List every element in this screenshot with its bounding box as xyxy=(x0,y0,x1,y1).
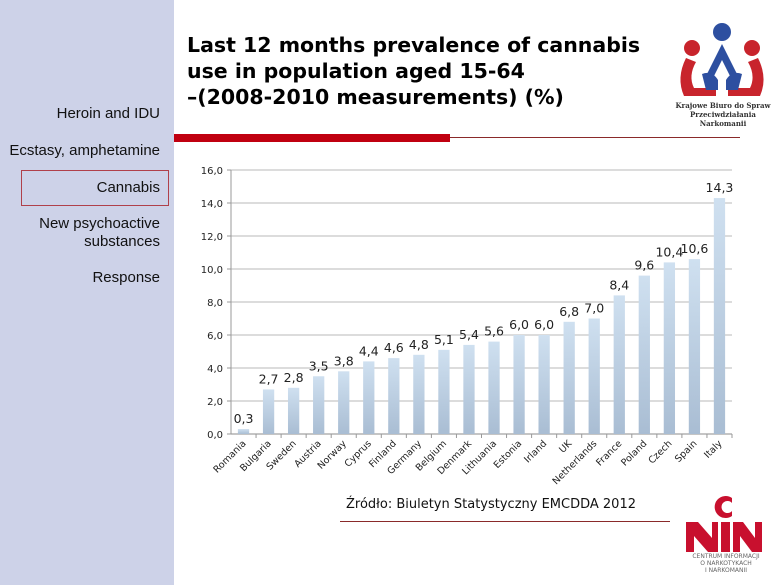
data-label: 4,8 xyxy=(409,337,429,352)
title-line: use in population aged 15-64 xyxy=(187,59,525,83)
data-label: 4,6 xyxy=(384,340,404,355)
data-label: 6,8 xyxy=(559,304,579,319)
data-label: 3,8 xyxy=(334,353,354,368)
sidebar-item-label: substances xyxy=(84,233,160,250)
bar xyxy=(413,354,425,434)
x-tick-label: France xyxy=(594,438,624,468)
sidebar-item-heroin[interactable]: Heroin and IDU xyxy=(56,105,160,122)
y-tick-label: 6,0 xyxy=(207,331,223,342)
source-note: Źródło: Biuletyn Statystyczny EMCDDA 201… xyxy=(346,497,636,512)
y-tick-label: 16,0 xyxy=(201,166,223,177)
header-divider xyxy=(450,137,740,138)
x-tick-label: Poland xyxy=(619,438,649,468)
bar xyxy=(438,349,450,434)
x-tick-label: Italy xyxy=(702,438,725,461)
logo-text-line: Przeciwdziałania Narkomanii xyxy=(690,110,756,128)
data-label: 2,8 xyxy=(284,370,304,385)
kbps-logo xyxy=(672,18,772,123)
logo-text-line: O NARKOTYKACH xyxy=(700,560,752,567)
x-tick-label: Netherlands xyxy=(551,438,600,485)
title-line: Last 12 months prevalence of cannabis xyxy=(187,33,641,57)
bar xyxy=(588,318,600,434)
kbps-logo-text: Krajowe Biuro do Spraw Przeciwdziałania … xyxy=(668,101,778,128)
cin-logo-icon xyxy=(686,496,762,552)
y-tick-label: 12,0 xyxy=(201,232,223,243)
y-tick-label: 10,0 xyxy=(201,265,223,276)
title-line: –(2008-2010 measurements) (%) xyxy=(187,85,564,109)
x-tick-label: Czech xyxy=(646,438,674,466)
logo-text-line: Krajowe Biuro do Spraw xyxy=(675,101,771,110)
sidebar-item-response[interactable]: Response xyxy=(92,269,160,286)
data-label: 0,3 xyxy=(234,411,254,426)
y-tick-label: 8,0 xyxy=(207,298,223,309)
bar xyxy=(237,429,250,434)
data-label: 3,5 xyxy=(309,358,329,373)
data-label: 5,4 xyxy=(459,327,479,342)
data-label: 5,6 xyxy=(484,324,504,339)
source-divider xyxy=(340,521,670,522)
bar xyxy=(663,262,676,434)
y-tick-label: 14,0 xyxy=(201,199,223,210)
sidebar: Heroin and IDU Ecstasy, amphetamine Cann… xyxy=(0,0,174,585)
bar xyxy=(563,321,575,434)
bar xyxy=(613,295,625,434)
data-label: 9,6 xyxy=(634,258,654,273)
bar xyxy=(338,371,350,434)
bar xyxy=(638,275,650,434)
bar xyxy=(713,198,726,434)
data-label: 8,4 xyxy=(609,277,629,292)
page-title: Last 12 months prevalence of cannabis us… xyxy=(187,32,657,110)
data-label: 2,7 xyxy=(259,371,279,386)
sidebar-item-label: New psychoactive xyxy=(39,215,160,232)
data-label: 14,3 xyxy=(706,180,734,195)
data-label: 5,1 xyxy=(434,332,454,347)
x-tick-label: UK xyxy=(557,438,575,456)
bar xyxy=(363,361,375,434)
data-label: 10,6 xyxy=(681,241,709,256)
bar xyxy=(313,376,325,434)
bar xyxy=(463,344,475,434)
x-tick-label: Irland xyxy=(522,438,549,465)
x-tick-label: Estonia xyxy=(492,438,525,471)
data-label: 10,4 xyxy=(655,244,683,259)
y-tick-label: 2,0 xyxy=(207,397,223,408)
data-label: 6,0 xyxy=(534,317,554,332)
y-tick-label: 0,0 xyxy=(207,430,223,441)
active-item-highlight xyxy=(21,170,169,206)
cin-logo-text: CENTRUM INFORMACJI O NARKOTYKACH I NARKO… xyxy=(676,553,776,574)
bar xyxy=(488,341,500,434)
sidebar-item-cannabis[interactable]: Cannabis xyxy=(96,179,160,196)
data-label: 4,4 xyxy=(359,343,379,358)
bar xyxy=(388,358,400,434)
bar xyxy=(688,259,701,434)
logo-text-line: I NARKOMANII xyxy=(704,567,748,574)
sidebar-item-ecstasy[interactable]: Ecstasy, amphetamine xyxy=(9,142,160,159)
sidebar-item-new-psychoactive[interactable]: New psychoactive substances xyxy=(39,215,160,251)
bar-chart: 0,02,04,06,08,010,012,014,016,00,3Romani… xyxy=(201,166,734,485)
data-label: 6,0 xyxy=(509,317,529,332)
y-tick-label: 4,0 xyxy=(207,364,223,375)
accent-bar xyxy=(174,134,450,142)
bar xyxy=(513,335,525,434)
x-tick-label: Spain xyxy=(673,438,700,465)
bar xyxy=(262,389,275,434)
logo-text-line: CENTRUM INFORMACJI xyxy=(692,553,760,560)
bar xyxy=(287,387,300,434)
people-circle-icon xyxy=(680,23,764,96)
cin-logo xyxy=(684,494,764,554)
data-label: 7,0 xyxy=(584,301,604,316)
bar xyxy=(538,335,550,434)
